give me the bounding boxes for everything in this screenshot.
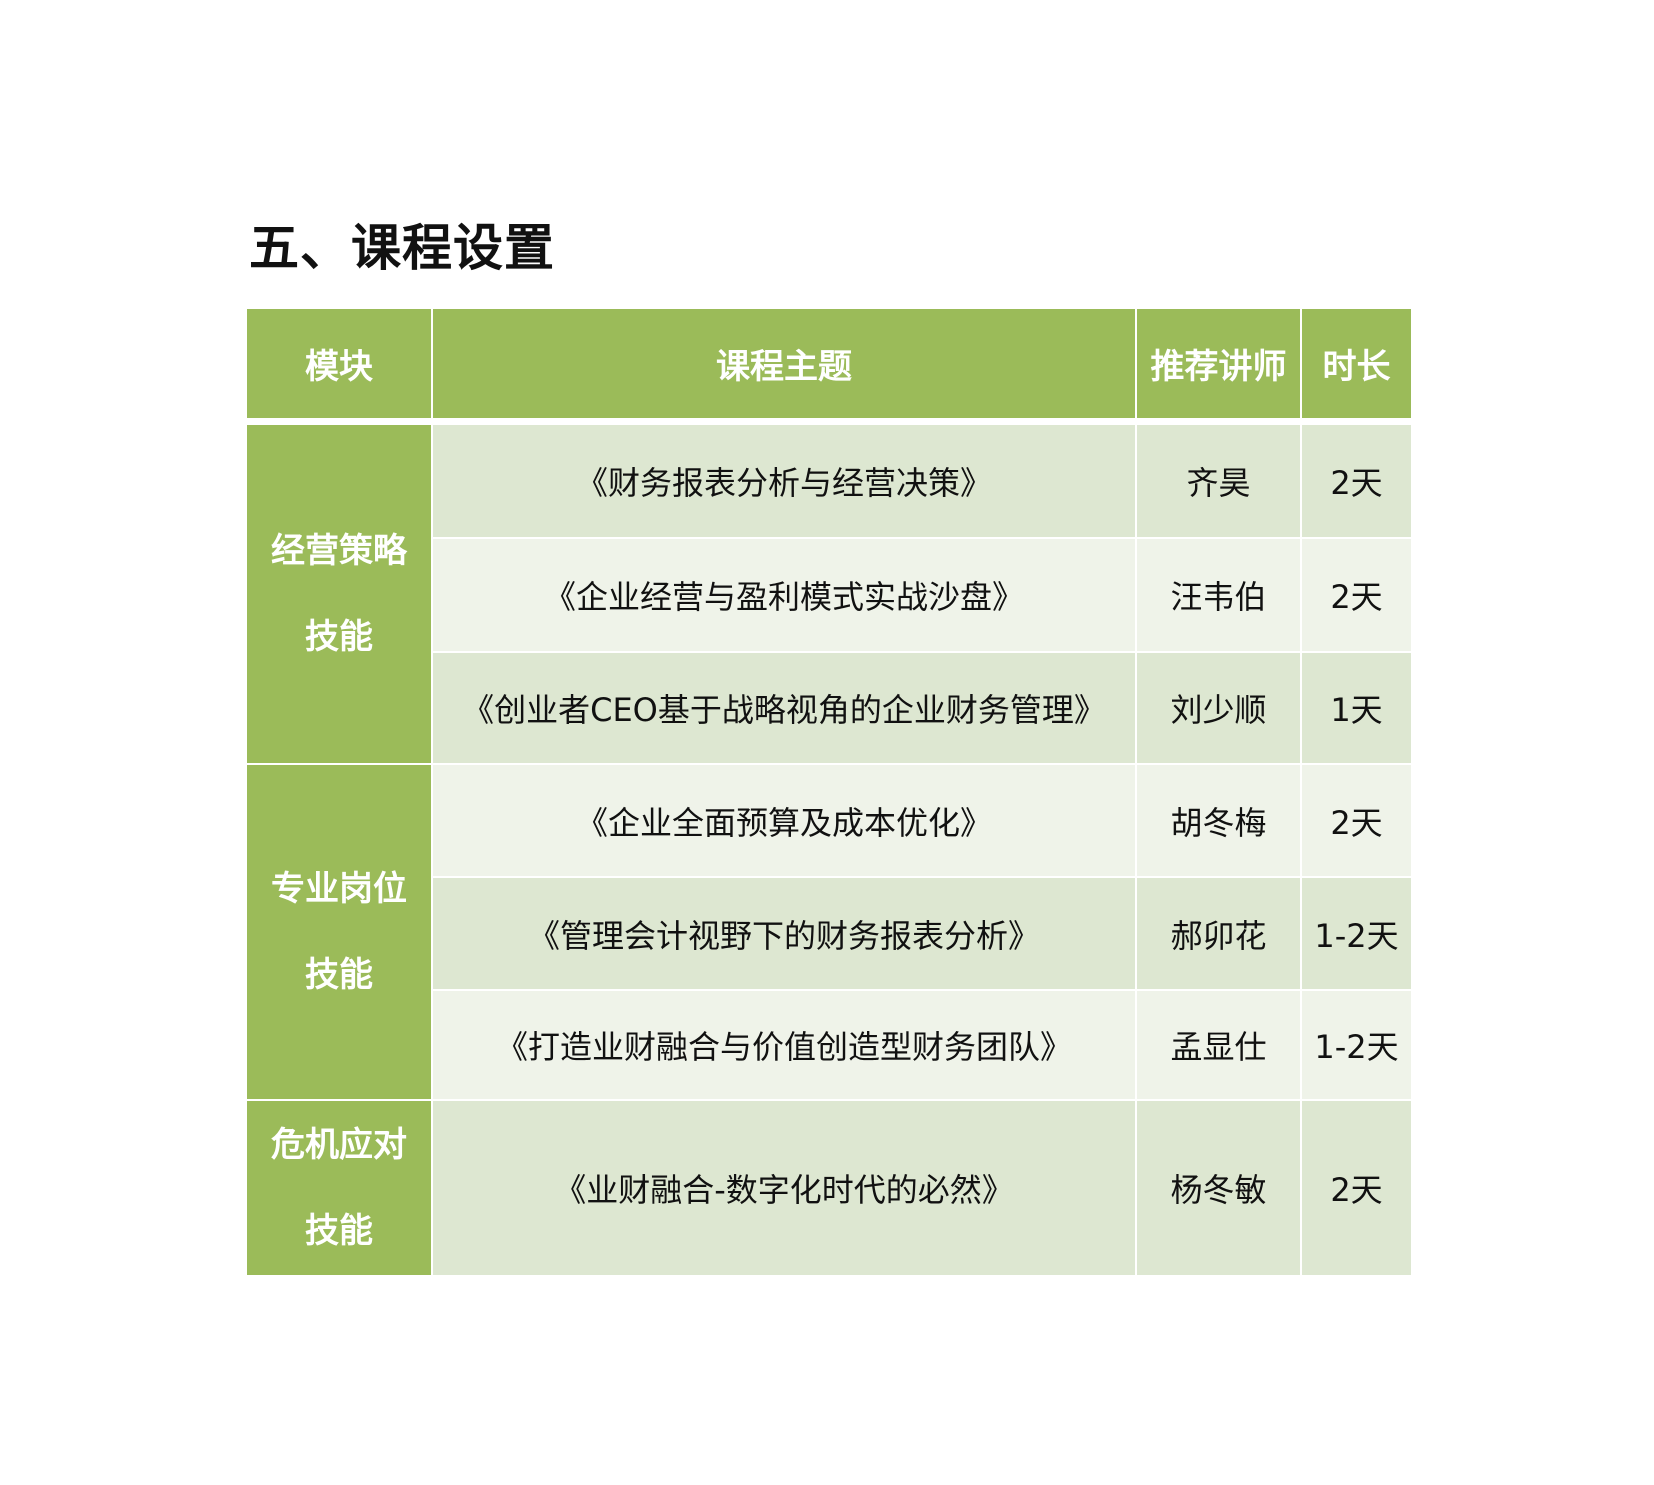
module-cell: 危机应对 技能 — [247, 1101, 431, 1275]
duration-cell: 2天 — [1302, 539, 1411, 651]
duration-cell: 1天 — [1302, 653, 1411, 763]
duration-cell: 2天 — [1302, 425, 1411, 537]
header-module: 模块 — [247, 309, 431, 418]
course-cell: 《业财融合-数字化时代的必然》 — [433, 1101, 1135, 1275]
module-name: 技能 — [305, 955, 373, 995]
teacher-cell: 孟显仕 — [1137, 991, 1300, 1099]
duration-cell: 2天 — [1302, 1101, 1411, 1275]
duration-cell: 1-2天 — [1302, 878, 1411, 989]
course-cell: 《打造业财融合与价值创造型财务团队》 — [433, 991, 1135, 1099]
course-cell: 《创业者CEO基于战略视角的企业财务管理》 — [433, 653, 1135, 763]
course-cell: 《财务报表分析与经营决策》 — [433, 425, 1135, 537]
course-cell: 《企业经营与盈利模式实战沙盘》 — [433, 539, 1135, 651]
teacher-cell: 刘少顺 — [1137, 653, 1300, 763]
module-name: 经营策略 — [271, 531, 407, 571]
teacher-cell: 齐昊 — [1137, 425, 1300, 537]
header-course: 课程主题 — [433, 309, 1135, 418]
course-cell: 《企业全面预算及成本优化》 — [433, 765, 1135, 876]
module-cell: 经营策略 技能 — [247, 425, 431, 763]
duration-cell: 2天 — [1302, 765, 1411, 876]
header-teacher: 推荐讲师 — [1137, 309, 1300, 418]
module-name: 技能 — [305, 617, 373, 657]
module-name: 专业岗位 — [271, 869, 407, 909]
module-name: 技能 — [305, 1211, 373, 1251]
teacher-cell: 杨冬敏 — [1137, 1101, 1300, 1275]
module-name: 危机应对 — [271, 1125, 407, 1165]
duration-cell: 1-2天 — [1302, 991, 1411, 1099]
section-title: 五、课程设置 — [249, 219, 555, 277]
header-duration: 时长 — [1302, 309, 1411, 418]
teacher-cell: 郝卯花 — [1137, 878, 1300, 989]
course-cell: 《管理会计视野下的财务报表分析》 — [433, 878, 1135, 989]
module-cell: 专业岗位 技能 — [247, 765, 431, 1099]
teacher-cell: 胡冬梅 — [1137, 765, 1300, 876]
teacher-cell: 汪韦伯 — [1137, 539, 1300, 651]
